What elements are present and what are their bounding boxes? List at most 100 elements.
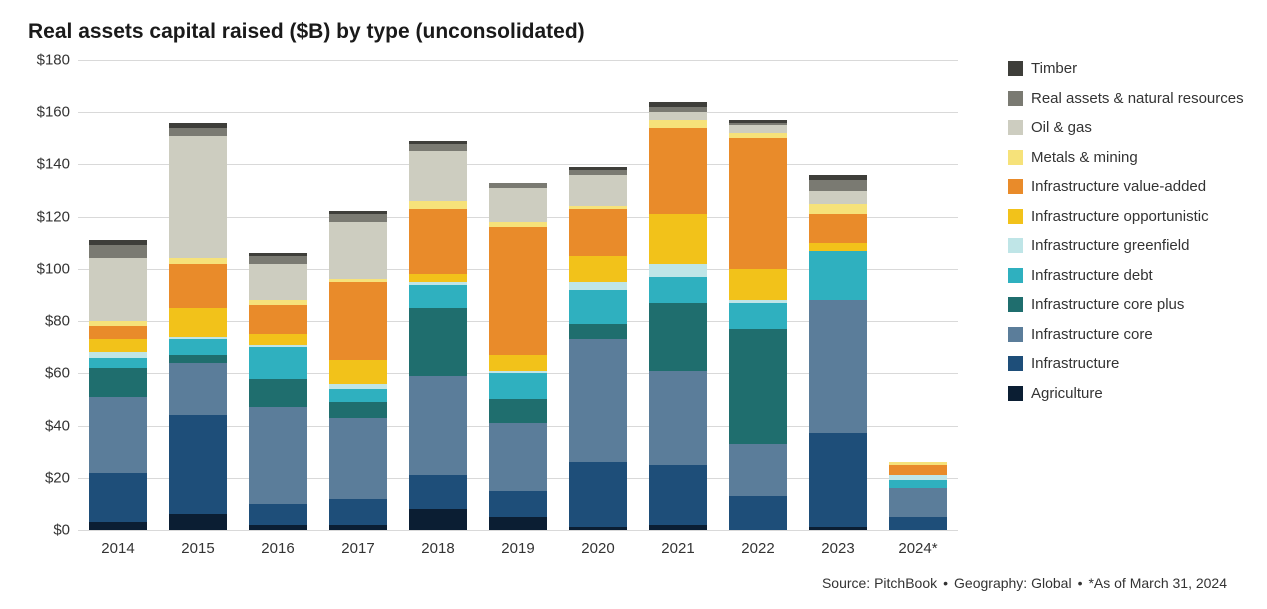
bar-segment-metals: [249, 300, 307, 305]
bar-segment-agriculture: [489, 517, 547, 530]
bar-segment-infra_opp: [649, 214, 707, 264]
bar-segment-infra: [569, 462, 627, 527]
legend-label: Real assets & natural resources: [1031, 90, 1244, 107]
bars-group: 2014201520162017201820192020202120222023…: [78, 60, 958, 530]
bar-segment-agriculture: [89, 522, 147, 530]
bar-segment-infra_va: [489, 227, 547, 355]
bar-segment-infra: [89, 473, 147, 523]
bar-segment-ra_nat: [249, 256, 307, 264]
legend-swatch: [1008, 120, 1023, 135]
legend-item-agriculture: Agriculture: [1008, 385, 1248, 402]
bar-segment-infra_opp: [249, 334, 307, 344]
bar-segment-infra: [489, 491, 547, 517]
bar-segment-infra_va: [329, 282, 387, 360]
bar-segment-infra_core: [169, 363, 227, 415]
bar-segment-infra_core: [409, 376, 467, 475]
bar-segment-infra_debt: [169, 339, 227, 355]
legend-swatch: [1008, 61, 1023, 76]
x-axis-label: 2017: [341, 540, 374, 557]
bar-segment-oil_gas: [89, 258, 147, 321]
source-footer: Source: PitchBook•Geography: Global•*As …: [822, 575, 1227, 591]
bar-segment-infra_core: [569, 339, 627, 462]
legend-label: Infrastructure opportunistic: [1031, 208, 1209, 225]
bar-segment-metals: [889, 462, 947, 465]
y-axis-label: $80: [45, 313, 70, 330]
bar-segment-ra_nat: [569, 170, 627, 175]
bar-segment-infra_debt: [489, 373, 547, 399]
bar-segment-infra_va: [409, 209, 467, 274]
bar-segment-ra_nat: [729, 123, 787, 126]
bar-segment-oil_gas: [729, 125, 787, 133]
bar-segment-infra_core: [489, 423, 547, 491]
legend-item-infra_va: Infrastructure value-added: [1008, 178, 1248, 195]
bar-segment-infra_core: [729, 444, 787, 496]
bar-segment-infra_debt: [889, 480, 947, 488]
legend-swatch: [1008, 150, 1023, 165]
bar-segment-oil_gas: [329, 222, 387, 279]
legend-swatch: [1008, 91, 1023, 106]
bar-segment-infra: [249, 504, 307, 525]
bar-segment-agriculture: [569, 527, 627, 530]
legend-item-oil_gas: Oil & gas: [1008, 119, 1248, 136]
bar-segment-infra: [329, 499, 387, 525]
bar-segment-ra_nat: [169, 128, 227, 136]
legend-item-metals: Metals & mining: [1008, 149, 1248, 166]
chart-container: Real assets capital raised ($B) by type …: [0, 0, 1267, 609]
x-axis-label: 2022: [741, 540, 774, 557]
legend-swatch: [1008, 268, 1023, 283]
legend-label: Infrastructure debt: [1031, 267, 1153, 284]
bar-segment-infra_green: [169, 337, 227, 340]
bar-segment-oil_gas: [249, 264, 307, 301]
bar-segment-metals: [329, 279, 387, 282]
bar-segment-timber: [169, 123, 227, 128]
bar-segment-metals: [409, 201, 467, 209]
bar-segment-infra_coreplus: [729, 329, 787, 444]
y-axis-label: $60: [45, 365, 70, 382]
bar-segment-infra_core: [89, 397, 147, 473]
bar-segment-metals: [89, 321, 147, 326]
x-axis-label: 2024*: [898, 540, 937, 557]
bar-segment-infra_opp: [729, 269, 787, 300]
bar-segment-infra_green: [409, 282, 467, 285]
bar-segment-timber: [569, 167, 627, 170]
bar-segment-infra_core: [329, 418, 387, 499]
legend-item-ra_nat: Real assets & natural resources: [1008, 90, 1248, 107]
bar-segment-infra_green: [729, 300, 787, 303]
legend-swatch: [1008, 209, 1023, 224]
bar-segment-infra_coreplus: [89, 368, 147, 397]
x-axis-label: 2018: [421, 540, 454, 557]
bar-segment-infra_coreplus: [169, 355, 227, 363]
y-axis-label: $0: [53, 522, 70, 539]
chart-title: Real assets capital raised ($B) by type …: [28, 20, 585, 44]
bar-segment-agriculture: [409, 509, 467, 530]
y-axis-label: $100: [37, 260, 70, 277]
legend-swatch: [1008, 327, 1023, 342]
bar-segment-infra_green: [489, 371, 547, 374]
legend-item-infra_green: Infrastructure greenfield: [1008, 237, 1248, 254]
footer-part: Source: PitchBook: [822, 575, 937, 591]
y-axis-label: $40: [45, 417, 70, 434]
bar-segment-infra_debt: [329, 389, 387, 402]
bar-segment-timber: [809, 175, 867, 180]
bar-segment-infra_core: [249, 407, 307, 504]
bar-segment-metals: [649, 120, 707, 128]
legend-swatch: [1008, 238, 1023, 253]
bar-segment-infra_va: [569, 209, 627, 256]
x-axis-label: 2014: [101, 540, 134, 557]
bar-segment-infra: [809, 433, 867, 527]
bar-segment-infra_debt: [729, 303, 787, 329]
bar-segment-infra: [729, 496, 787, 530]
bar-segment-oil_gas: [169, 136, 227, 259]
bar-segment-agriculture: [169, 514, 227, 530]
bar-segment-infra_debt: [569, 290, 627, 324]
legend-label: Infrastructure core plus: [1031, 296, 1184, 313]
bar-segment-infra_green: [649, 264, 707, 277]
bar-segment-infra_opp: [569, 256, 627, 282]
legend-label: Infrastructure value-added: [1031, 178, 1206, 195]
bar-segment-timber: [409, 141, 467, 144]
bar-segment-infra_va: [649, 128, 707, 214]
bar-segment-metals: [569, 206, 627, 209]
bar-segment-metals: [809, 204, 867, 214]
bar-segment-oil_gas: [809, 191, 867, 204]
bar-segment-infra: [649, 465, 707, 525]
